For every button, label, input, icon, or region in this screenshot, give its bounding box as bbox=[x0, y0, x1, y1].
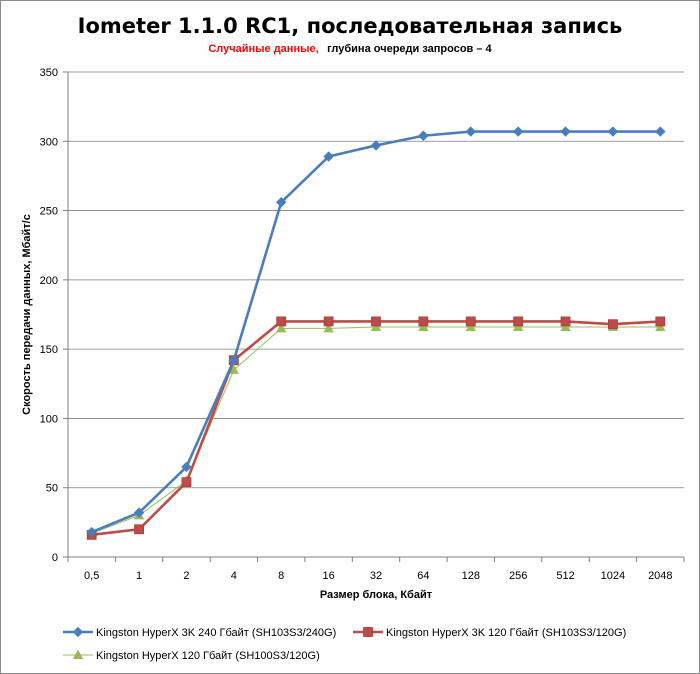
legend-label: Kingston HyperX 3K 240 Гбайт (SH103S3/24… bbox=[96, 627, 336, 639]
y-tick-label: 50 bbox=[46, 483, 58, 495]
triangle-marker bbox=[323, 323, 334, 333]
y-tick-label: 300 bbox=[40, 136, 58, 148]
legend: Kingston HyperX 3K 240 Гбайт (SH103S3/24… bbox=[63, 626, 626, 662]
legend-diamond-marker bbox=[72, 626, 84, 638]
x-tick-label: 1024 bbox=[601, 570, 625, 582]
subtitle-highlight: Случайные данные, bbox=[208, 43, 318, 55]
diamond-marker bbox=[655, 126, 666, 137]
square-marker bbox=[465, 316, 476, 327]
series bbox=[86, 126, 666, 540]
x-tick-label: 4 bbox=[231, 570, 237, 582]
y-axis-label: Скорость передачи данных, Мбайт/с bbox=[21, 214, 33, 415]
legend-label: Kingston HyperX 3K 120 Гбайт (SH103S3/12… bbox=[386, 627, 626, 639]
legend-item: Kingston HyperX 3K 240 Гбайт (SH103S3/24… bbox=[63, 626, 336, 639]
y-tick-label: 100 bbox=[40, 413, 58, 425]
subtitle-rest: глубина очереди запросов – 4 bbox=[327, 43, 492, 55]
diamond-marker bbox=[560, 126, 571, 137]
triangle-marker bbox=[655, 321, 666, 331]
x-axis-ticks: 0,5 1 2 4 8 16 32 64 128 256 512 1024 2048 bbox=[67, 557, 685, 582]
x-tick-label: 16 bbox=[322, 570, 334, 582]
legend-item: Kingston HyperX 3K 120 Гбайт (SH103S3/12… bbox=[353, 627, 626, 639]
y-tick-label: 250 bbox=[40, 206, 58, 218]
diamond-marker bbox=[86, 526, 97, 538]
legend-triangle-marker bbox=[72, 649, 84, 659]
square-marker bbox=[181, 477, 192, 488]
x-tick-label: 64 bbox=[417, 570, 429, 582]
diamond-marker bbox=[512, 126, 524, 137]
chart-subtitle: Случайные данные, глубина очереди запрос… bbox=[208, 39, 492, 56]
diamond-marker bbox=[465, 126, 476, 137]
y-tick-label: 0 bbox=[52, 552, 58, 564]
triangle-marker bbox=[512, 321, 524, 331]
square-marker bbox=[371, 316, 381, 327]
triangle-marker bbox=[370, 321, 382, 331]
square-marker bbox=[418, 316, 429, 327]
legend-label: Kingston HyperX 120 Гбайт (SH100S3/120G) bbox=[96, 650, 320, 662]
x-tick-label: 1 bbox=[136, 570, 142, 582]
legend-item: Kingston HyperX 120 Гбайт (SH100S3/120G) bbox=[63, 649, 320, 662]
chart-title: Iometer 1.1.0 RC1, последовательная запи… bbox=[78, 14, 623, 38]
diamond-marker bbox=[181, 461, 192, 473]
diamond-marker bbox=[228, 355, 240, 366]
x-tick-label: 128 bbox=[462, 570, 480, 582]
x-tick-label: 8 bbox=[278, 570, 284, 582]
y-axis-ticks: 0 50 100 150 200 250 300 350 bbox=[40, 67, 68, 564]
diamond-marker bbox=[323, 151, 334, 162]
square-marker bbox=[513, 316, 524, 327]
triangle-marker bbox=[465, 321, 476, 331]
triangle-marker bbox=[276, 323, 287, 333]
x-tick-label: 256 bbox=[509, 570, 527, 582]
square-marker bbox=[560, 316, 571, 327]
diamond-marker bbox=[370, 140, 382, 151]
diamond-marker bbox=[276, 197, 287, 208]
y-tick-label: 150 bbox=[40, 344, 58, 356]
y-tick-label: 200 bbox=[40, 275, 58, 287]
triangle-marker bbox=[418, 321, 429, 331]
square-marker bbox=[608, 319, 618, 330]
diamond-marker bbox=[133, 507, 145, 518]
x-tick-label: 2 bbox=[183, 570, 189, 582]
x-tick-label: 512 bbox=[556, 570, 574, 582]
x-tick-label: 2048 bbox=[648, 570, 672, 582]
diamond-marker bbox=[607, 126, 619, 137]
legend-square-marker bbox=[363, 627, 373, 637]
square-marker bbox=[323, 316, 334, 327]
x-tick-label: 0,5 bbox=[84, 570, 99, 582]
series-1 bbox=[86, 126, 666, 538]
diamond-marker bbox=[418, 130, 429, 141]
square-marker bbox=[655, 316, 666, 327]
triangle-marker bbox=[560, 321, 571, 331]
y-tick-label: 350 bbox=[40, 67, 58, 79]
x-axis-label: Размер блока, Кбайт bbox=[320, 589, 433, 601]
square-marker bbox=[276, 316, 287, 327]
square-marker bbox=[134, 524, 144, 535]
x-tick-label: 32 bbox=[370, 570, 382, 582]
